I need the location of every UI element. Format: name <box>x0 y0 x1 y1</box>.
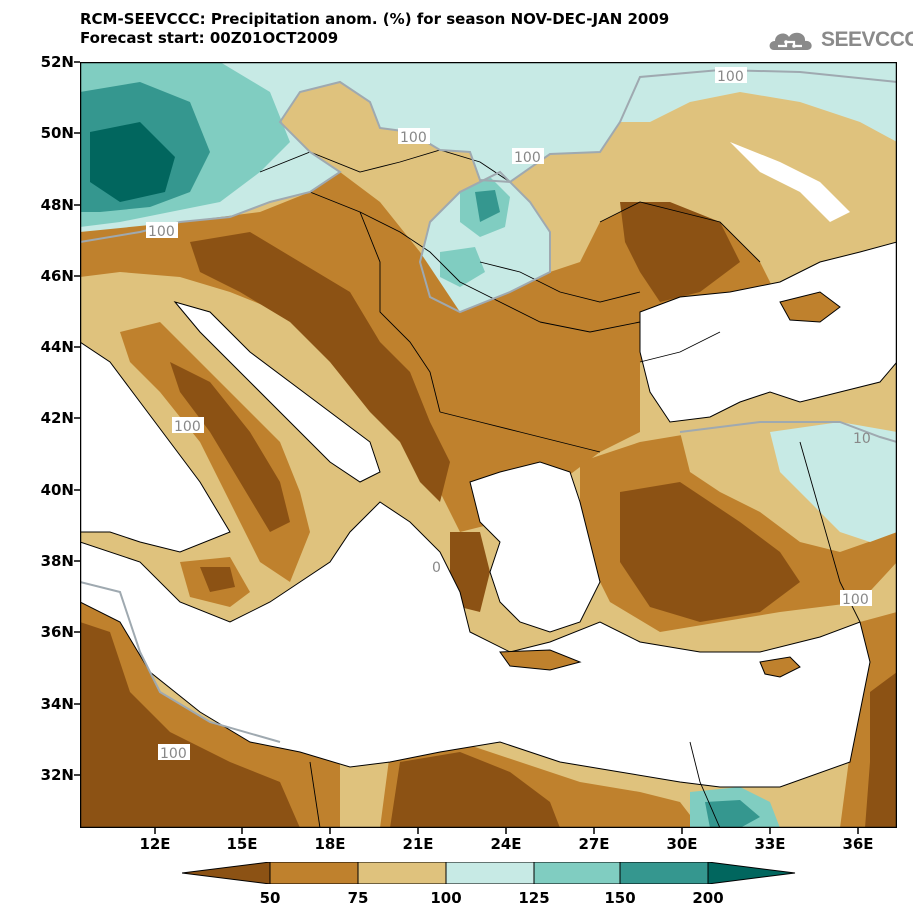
sea-central-mediterranean <box>80 501 871 788</box>
lat-label: 44N <box>40 338 74 356</box>
contour-label: 100 <box>400 130 427 146</box>
contour-label: 10 <box>853 431 871 447</box>
lon-label: 21E <box>402 835 434 853</box>
lon-label: 24E <box>490 835 522 853</box>
anomaly-region-turkey-core <box>620 482 800 622</box>
contour-label: 0 <box>432 560 441 576</box>
colorbar-label: 50 <box>259 889 281 907</box>
colorbar-swatch-150-200 <box>619 862 709 884</box>
colorbar <box>182 862 796 884</box>
colorbar-swatch-75-100 <box>357 862 447 884</box>
lake-ukraine <box>730 142 850 222</box>
lat-label: 52N <box>40 53 74 71</box>
lat-label: 32N <box>40 766 74 784</box>
map-title: RCM-SEEVCCC: Precipitation anom. (%) for… <box>80 10 669 48</box>
colorbar-label: 100 <box>430 889 462 907</box>
seevccc-logo: SEEVCCC <box>766 24 913 56</box>
title-line-1: RCM-SEEVCCC: Precipitation anom. (%) for… <box>80 10 670 28</box>
anomaly-region-carpathian-core <box>475 190 500 222</box>
lon-label: 36E <box>842 835 874 853</box>
sea-adriatic <box>173 301 381 483</box>
sea-black-sea <box>639 241 897 423</box>
lat-label: 38N <box>40 552 74 570</box>
island-crimea <box>779 291 841 323</box>
anomaly-region-ne <box>620 70 897 142</box>
lon-label: 15E <box>226 835 258 853</box>
colorbar-swatch-gt200 <box>707 862 796 884</box>
lat-label: 50N <box>40 124 74 142</box>
colorbar-label: 125 <box>518 889 550 907</box>
sea-aegean <box>469 461 601 633</box>
anomaly-region-romania-blob <box>440 247 485 287</box>
anomaly-region-levant-core <box>865 672 897 828</box>
contour-label: 100 <box>148 224 175 240</box>
colorbar-label: 150 <box>604 889 636 907</box>
contour-label: 100 <box>514 150 541 166</box>
anomaly-region-north <box>80 62 897 242</box>
island-crete <box>499 649 582 671</box>
lon-label: 27E <box>578 835 610 853</box>
lat-label: 48N <box>40 196 74 214</box>
lat-label: 46N <box>40 267 74 285</box>
lon-label: 30E <box>666 835 698 853</box>
contour-label: 100 <box>842 592 869 608</box>
sea-tyrrhenian-mediterranean <box>80 341 231 553</box>
title-line-2: Forecast start: 00Z01OCT2009 <box>80 29 339 47</box>
colorbar-swatch-lt50 <box>182 862 271 884</box>
lat-label: 36N <box>40 623 74 641</box>
anomaly-region-west-max <box>90 122 175 202</box>
colorbar-swatch-50-75 <box>269 862 359 884</box>
contour-label: 100 <box>174 419 201 435</box>
colorbar-label: 200 <box>692 889 724 907</box>
contour-label: 100 <box>160 746 187 762</box>
lon-label: 18E <box>314 835 346 853</box>
lat-label: 42N <box>40 409 74 427</box>
map-frame <box>80 62 897 828</box>
anomaly-region-balkans-core <box>190 232 450 502</box>
contour-lines <box>80 68 897 743</box>
colorbar-swatch-125-150 <box>533 862 621 884</box>
lat-label: 40N <box>40 481 74 499</box>
lon-label: 12E <box>139 835 171 853</box>
precipitation-anomaly-map: 100 100 100 100 100 100 100 10 0 <box>80 62 897 828</box>
logo-text: SEEVCCC <box>821 28 913 51</box>
anomaly-region-libya-core <box>390 752 560 828</box>
anomaly-region-sicily-core <box>200 567 235 592</box>
lat-label: 34N <box>40 695 74 713</box>
anomaly-region-romania-core <box>620 202 740 302</box>
anomaly-region-italy-core <box>170 362 290 532</box>
contour-labels: 100 100 100 100 100 100 100 10 0 <box>146 67 872 762</box>
anomaly-region-turkey-ne-wet <box>770 422 897 542</box>
anomaly-region-nile-core <box>705 800 760 828</box>
anomaly-region-africa-west-core <box>80 622 300 828</box>
colorbar-swatch-100-125 <box>445 862 535 884</box>
lon-label: 33E <box>754 835 786 853</box>
cloud-icon <box>769 32 812 50</box>
colorbar-label: 75 <box>347 889 369 907</box>
island-cyprus <box>759 656 801 678</box>
contour-label: 100 <box>717 69 744 85</box>
